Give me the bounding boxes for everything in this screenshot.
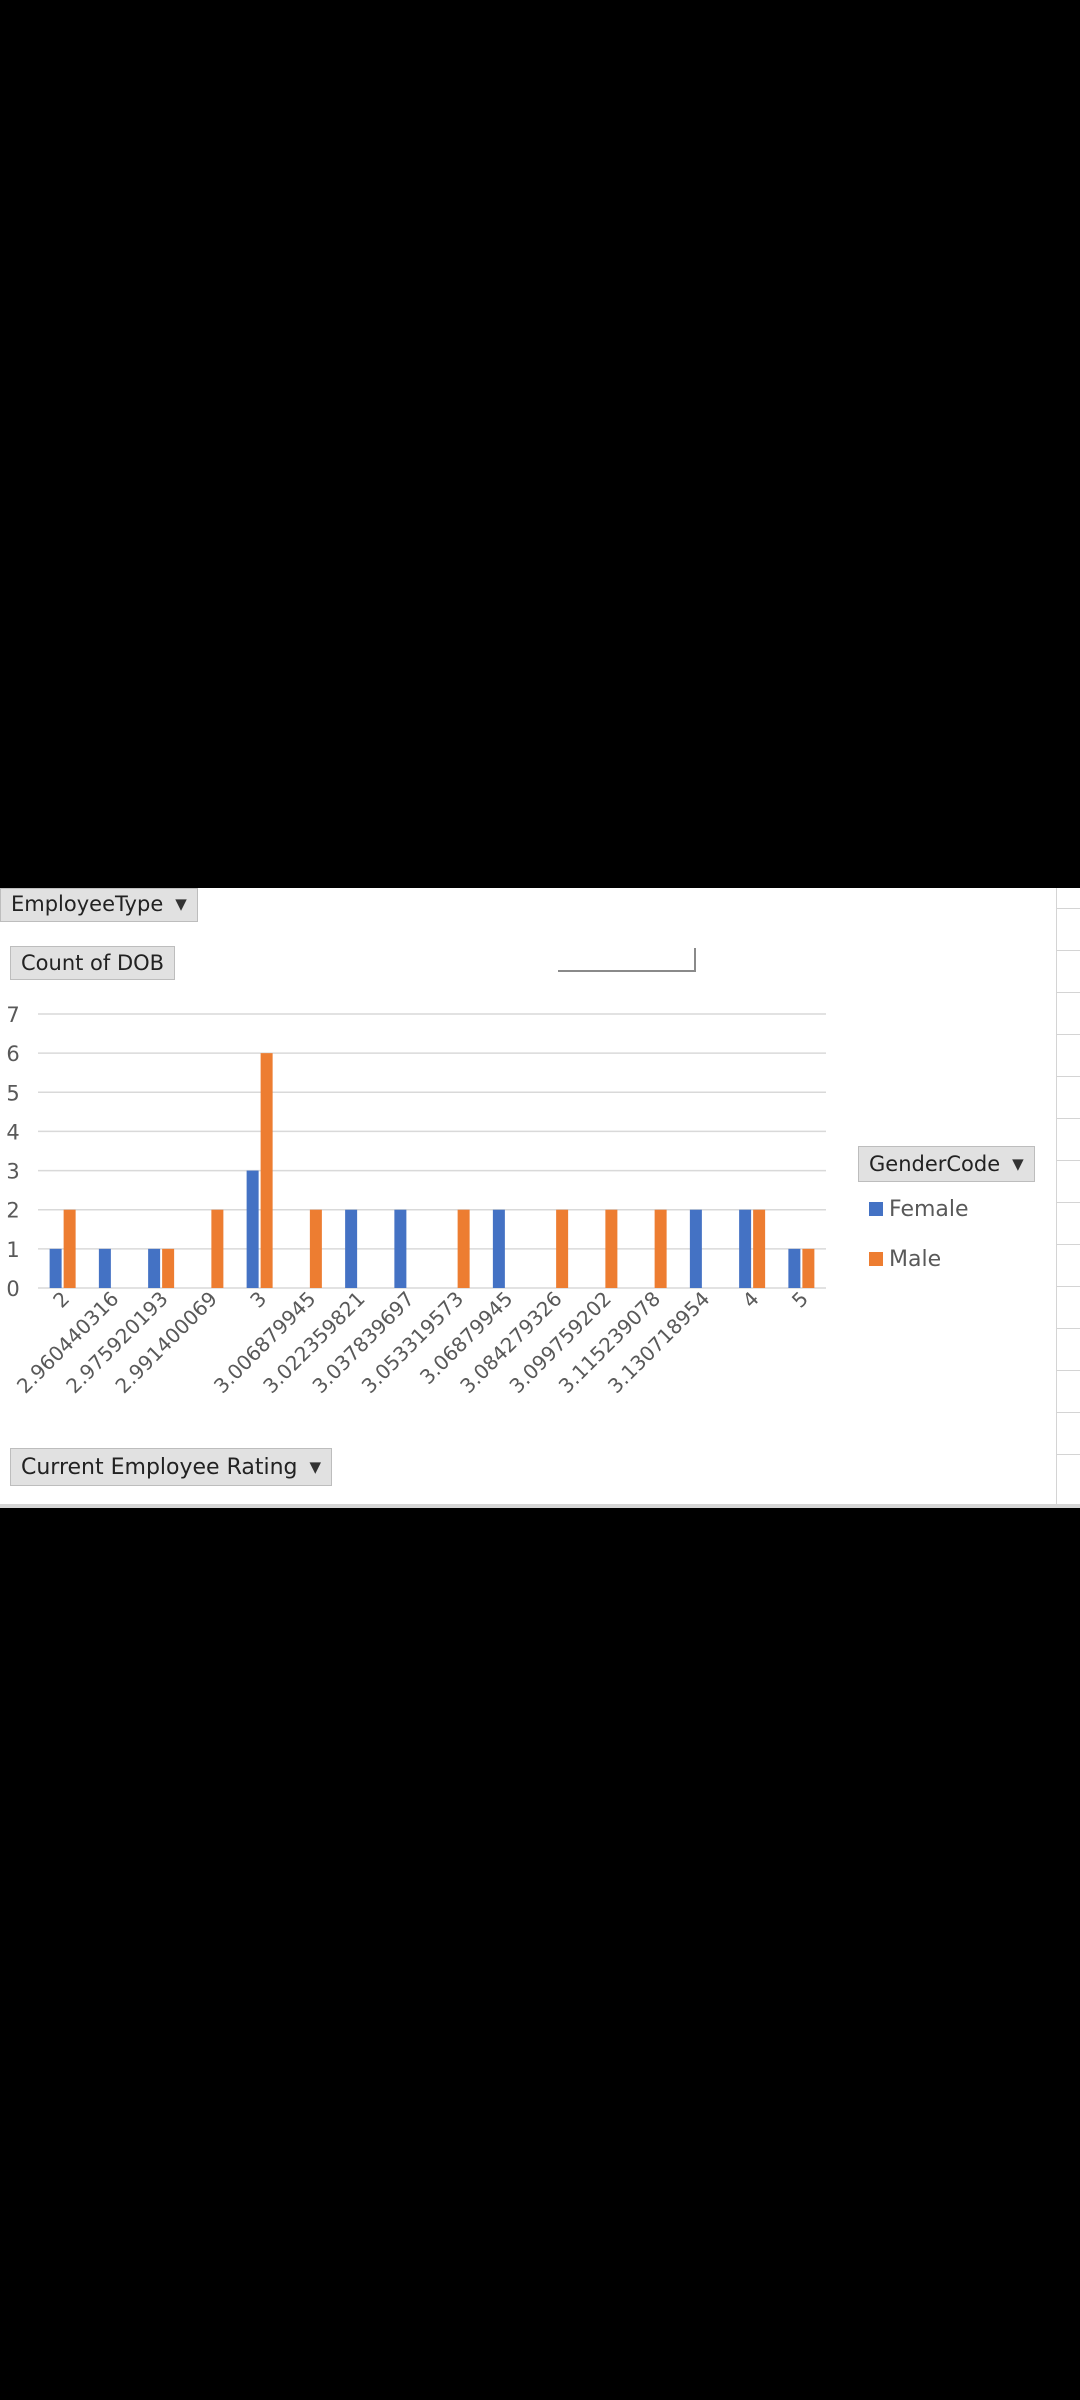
legend-label-male: Male: [889, 1247, 941, 1272]
y-tick-label: 6: [6, 1042, 19, 1066]
y-tick-label: 7: [6, 1003, 19, 1027]
gender-code-legend-button[interactable]: GenderCode ▼: [858, 1146, 1035, 1182]
y-tick-label: 0: [6, 1277, 19, 1301]
bar-male[interactable]: [162, 1248, 175, 1288]
chart-title-placeholder[interactable]: [558, 948, 696, 972]
bar-female[interactable]: [246, 1170, 259, 1288]
dropdown-arrow-icon: ▼: [175, 895, 187, 913]
x-tick-label: 2: [48, 1287, 74, 1313]
y-tick-label: 1: [6, 1238, 19, 1262]
legend: Female Male: [869, 1197, 969, 1272]
bar-male[interactable]: [63, 1209, 76, 1288]
bar-female[interactable]: [49, 1248, 62, 1288]
bar-male[interactable]: [309, 1209, 322, 1288]
dropdown-arrow-icon: ▼: [1012, 1155, 1024, 1173]
bar-male[interactable]: [260, 1053, 273, 1288]
legend-swatch-female: [869, 1202, 883, 1216]
bar-female[interactable]: [739, 1209, 752, 1288]
bar-female[interactable]: [148, 1248, 161, 1288]
bar-male[interactable]: [556, 1209, 569, 1288]
legend-swatch-male: [869, 1252, 883, 1266]
x-tick-label: 4: [738, 1287, 764, 1313]
bars: [49, 1053, 815, 1288]
bar-male[interactable]: [211, 1209, 224, 1288]
employee-type-filter-button[interactable]: EmployeeType ▼: [0, 888, 198, 922]
dropdown-arrow-icon: ▼: [309, 1458, 322, 1476]
y-axis-tick-labels: 0 1 2 3 4 5 6 7: [6, 1003, 19, 1301]
bar-female[interactable]: [788, 1248, 801, 1288]
x-tick-label: 5: [787, 1287, 813, 1313]
y-tick-label: 3: [6, 1160, 19, 1184]
y-tick-label: 2: [6, 1199, 19, 1223]
bar-female[interactable]: [689, 1209, 702, 1288]
bar-male[interactable]: [457, 1209, 470, 1288]
worksheet-bottom-edge: [0, 1504, 1080, 1508]
y-tick-label: 5: [6, 1081, 19, 1105]
bar-female[interactable]: [98, 1248, 111, 1288]
bar-male[interactable]: [605, 1209, 618, 1288]
bar-female[interactable]: [345, 1209, 358, 1288]
values-field-button[interactable]: Count of DOB: [10, 946, 176, 980]
bar-male[interactable]: [753, 1209, 766, 1288]
axis-field-label: Current Employee Rating: [21, 1455, 298, 1480]
y-tick-label: 4: [6, 1120, 19, 1144]
bar-female[interactable]: [394, 1209, 407, 1288]
bar-male[interactable]: [654, 1209, 667, 1288]
values-field-label: Count of DOB: [21, 951, 165, 975]
legend-label-female: Female: [889, 1197, 969, 1222]
x-tick-label: 3: [245, 1287, 271, 1313]
bar-female[interactable]: [492, 1209, 505, 1288]
bar-male[interactable]: [802, 1248, 815, 1288]
gridlines: [38, 1013, 826, 1289]
worksheet-grid-edge: [1056, 888, 1080, 1508]
gender-code-label: GenderCode: [869, 1152, 1001, 1176]
employee-type-filter-label: EmployeeType: [11, 892, 164, 916]
axis-field-button[interactable]: Current Employee Rating ▼: [10, 1448, 333, 1486]
